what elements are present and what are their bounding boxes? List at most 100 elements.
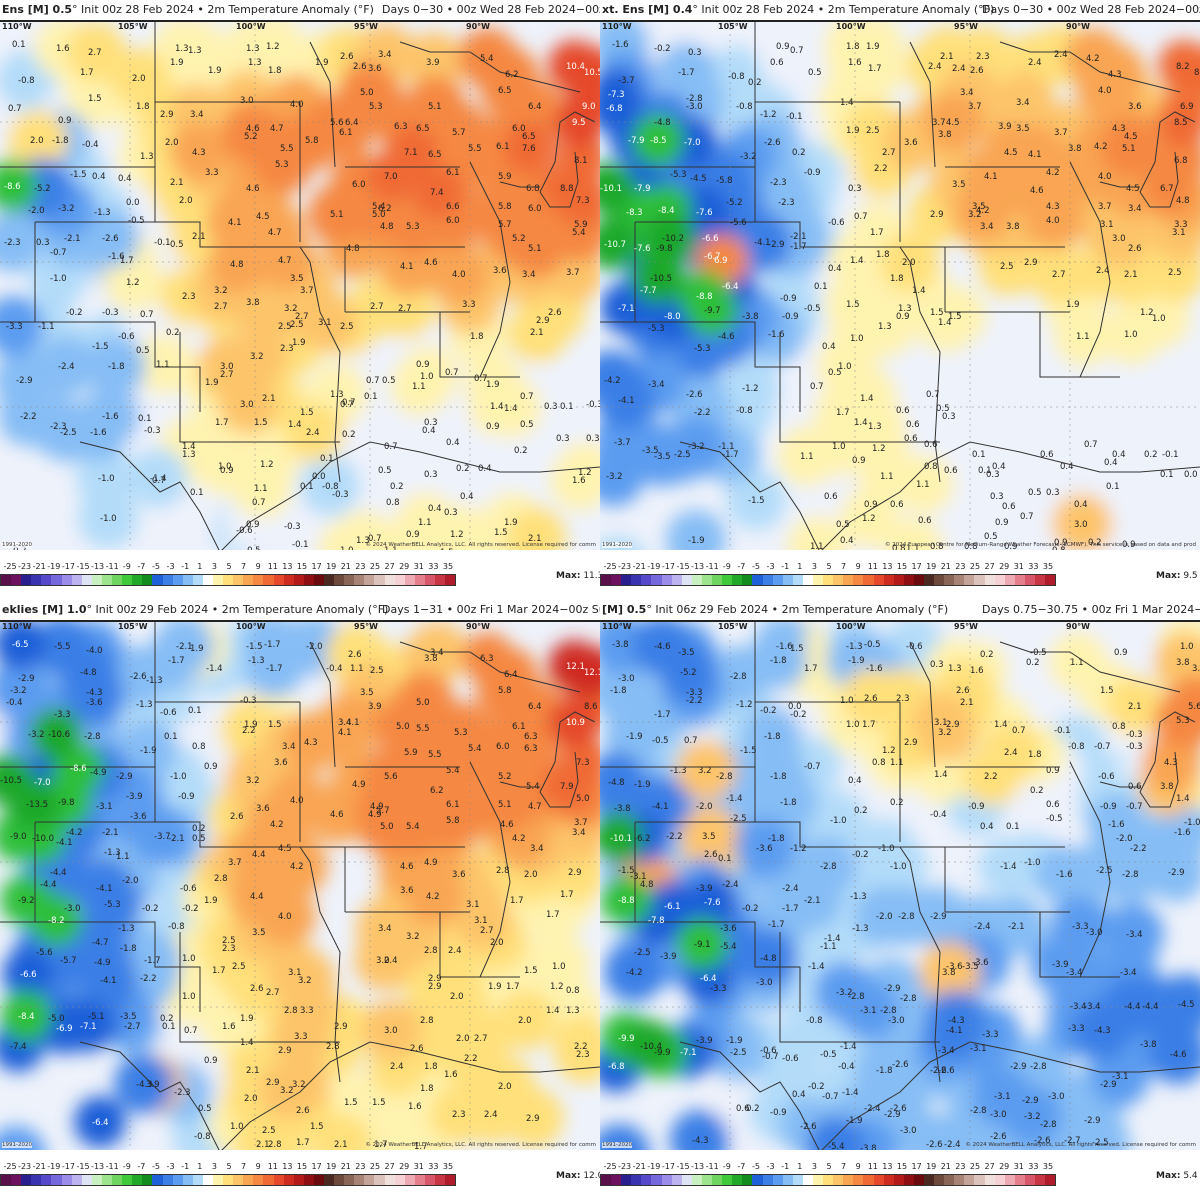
anomaly-value: -1.3	[670, 766, 687, 776]
anomaly-value: 3.4	[190, 110, 204, 120]
anomaly-value: -4.3	[1094, 1026, 1111, 1036]
anomaly-value: 1.6	[56, 44, 70, 54]
anomaly-value: -7.6	[696, 208, 713, 218]
anomaly-value: 0.1	[364, 392, 378, 402]
colorbar-tick: 31	[1013, 562, 1024, 571]
anomaly-value: 3.5	[360, 688, 374, 698]
anomaly-value: 6.4	[504, 670, 518, 680]
anomaly-value: 6.5	[522, 132, 536, 142]
anomaly-value: 6.8	[526, 184, 540, 194]
anomaly-value: 4.7	[270, 124, 284, 134]
anomaly-value: 1.3	[330, 390, 344, 400]
anomaly-value: 6.4	[528, 102, 542, 112]
anomaly-value: -2.6	[930, 1066, 947, 1076]
anomaly-value: -3.1	[1112, 1072, 1129, 1082]
anomaly-value: 2.1	[246, 1066, 260, 1076]
anomaly-value: -0.3	[102, 308, 119, 318]
colorbar-swatch	[273, 1175, 284, 1185]
anomaly-value: -1.7	[678, 68, 695, 78]
anomaly-value: 3.6	[256, 804, 270, 814]
anomaly-value: 4.5	[946, 118, 960, 128]
anomaly-value: 1.7	[804, 664, 818, 674]
anomaly-value: 4.2	[270, 820, 284, 830]
anomaly-value: 1.4	[850, 256, 864, 266]
longitude-label: 110°W	[2, 622, 32, 631]
anomaly-value: 3.4	[378, 924, 392, 934]
anomaly-value: 1.9	[846, 126, 860, 136]
anomaly-value: -2.6	[102, 234, 119, 244]
anomaly-value: 1.0	[840, 696, 854, 706]
anomaly-value: -1.9	[634, 780, 651, 790]
anomaly-value: -1.3	[146, 676, 163, 686]
anomaly-value: 1.7	[212, 966, 226, 976]
colorbar-swatch	[81, 1175, 92, 1185]
anomaly-value: -2.9	[1022, 1096, 1039, 1106]
anomaly-value: 1.4	[854, 418, 868, 428]
anomaly-value: 1.7	[506, 982, 520, 992]
colorbar-swatch	[364, 575, 375, 585]
boundary-line	[539, 151, 579, 208]
anomaly-value: 4.9	[370, 802, 384, 812]
model-name: eklies [M] 1.0	[2, 603, 87, 616]
boundary-line	[499, 781, 540, 788]
anomaly-value: -2.6	[800, 1122, 817, 1132]
anomaly-value: 6.9	[1180, 102, 1194, 112]
anomaly-value: 1.5	[494, 528, 508, 538]
anomaly-value: 3.2	[698, 766, 712, 776]
anomaly-value: -0.5	[128, 216, 145, 226]
colorbar-tick: 25	[969, 562, 981, 571]
anomaly-value: -1.0	[878, 844, 895, 854]
anomaly-value: 0.7	[790, 46, 804, 56]
anomaly-value: 1.5	[846, 300, 860, 310]
anomaly-value: -1.9	[848, 656, 865, 666]
anomaly-value: -5.3	[694, 344, 711, 354]
colorbar-ticks: -25 -23 -21 -19 -17 -15 -13 -11 -9 -7 -5 -3 -1 1 3 5 7 9 1…	[0, 562, 460, 574]
anomaly-value: -1.5	[748, 496, 765, 506]
boundary-line	[821, 1041, 1200, 1150]
colorbar-swatch	[101, 1175, 113, 1185]
colorbar-tick: 13	[882, 562, 893, 571]
anomaly-value: -2.9	[884, 984, 901, 994]
boundary-line	[179, 932, 340, 1043]
anomaly-value: -4.1	[754, 238, 771, 248]
anomaly-value: -3.9	[1052, 960, 1069, 970]
colorbar-footer: -25 -23 -21 -19 -17 -15 -13 -11 -9 -7 -5 -3 -1 1 3 5 7 9 1…	[0, 1150, 600, 1200]
anomaly-value: 5.2	[498, 772, 512, 782]
anomaly-value: 3.0	[240, 400, 254, 410]
colorbar-swatch	[944, 575, 955, 585]
colorbar-tick: 17	[911, 562, 922, 571]
anomaly-value: -2.4	[722, 880, 739, 890]
anomaly-value: 1.9	[240, 1014, 254, 1024]
colorbar-swatch	[1035, 575, 1046, 585]
anomaly-value: 0.2	[456, 464, 470, 474]
anomaly-value: 3.7	[968, 102, 982, 112]
boundary-line	[635, 921, 801, 1012]
anomaly-value: 1.5	[1100, 686, 1114, 696]
anomaly-value: -1.0	[50, 274, 67, 284]
colorbar-swatch	[863, 1175, 874, 1185]
anomaly-value: -0.9	[804, 168, 821, 178]
anomaly-value: 3.7	[932, 118, 946, 128]
anomaly-value: 0.2	[1026, 658, 1040, 668]
anomaly-value: 0.2	[746, 1104, 760, 1114]
colorbar-swatch	[1014, 1175, 1025, 1185]
anomaly-value: 3.2	[246, 776, 260, 786]
colorbar-swatch	[162, 575, 173, 585]
anomaly-value: 2.9	[334, 1022, 348, 1032]
anomaly-value: 4.1	[228, 218, 242, 228]
boundary-line	[221, 441, 600, 550]
anomaly-value: 0.6	[770, 58, 784, 68]
copyright-notice: © 2024 WeatherBELL Analytics, LLC. All r…	[365, 1142, 596, 1148]
anomaly-value: 2.5	[370, 666, 384, 676]
anomaly-value: -5.4	[828, 1142, 845, 1150]
anomaly-value: 1.0	[182, 992, 196, 1002]
anomaly-value: 2.7	[474, 1034, 488, 1044]
longitude-label: 95°W	[954, 622, 978, 631]
anomaly-value: -4.4	[1142, 1002, 1159, 1012]
colorbar-tick: 3	[211, 1162, 217, 1171]
anomaly-value: -10.6	[48, 730, 70, 740]
anomaly-value: -0.7	[822, 1092, 839, 1102]
anomaly-value: -0.8	[736, 102, 753, 112]
boundary-line	[179, 332, 340, 443]
anomaly-value: -4.2	[626, 968, 643, 978]
